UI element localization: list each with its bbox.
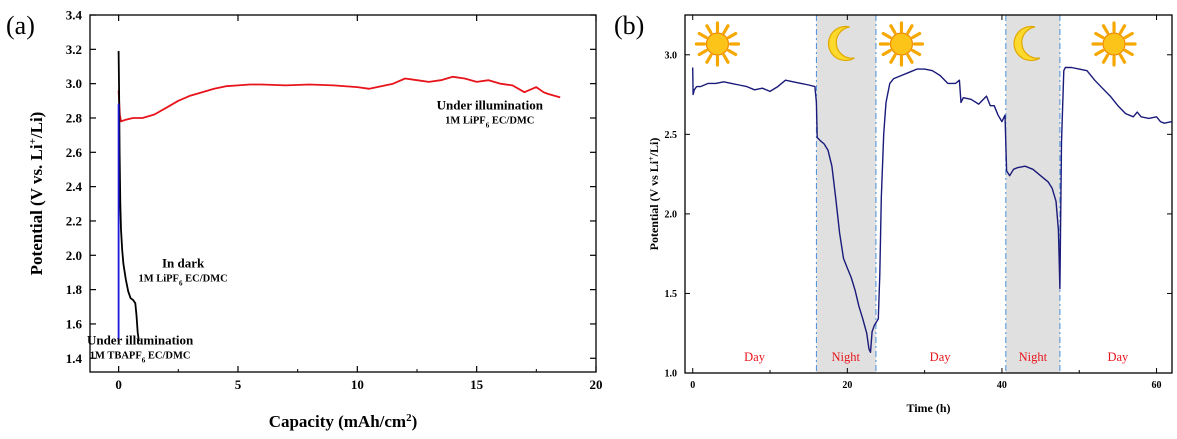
sun-ray xyxy=(906,24,914,35)
y-tick-label-a: 3.2 xyxy=(66,42,82,57)
night-bands xyxy=(815,15,1061,373)
y-tick-label-b: 3.0 xyxy=(665,50,678,61)
series-line-a xyxy=(117,50,140,342)
x-tick-label-a: 5 xyxy=(235,377,242,392)
y-tick-label-a: 2.2 xyxy=(66,213,82,228)
y-tick-label-a: 1.8 xyxy=(66,282,83,297)
y-tick-label-a: 2.4 xyxy=(66,179,83,194)
plot-frame-a xyxy=(89,14,597,373)
weather-icons xyxy=(694,21,1137,67)
y-tick-label-a: 2.6 xyxy=(66,145,83,160)
sun-ray xyxy=(705,53,713,64)
panel-label-b: (b) xyxy=(614,11,644,40)
x-tick-label-b: 40 xyxy=(997,380,1007,391)
sun-ray xyxy=(1101,24,1110,35)
period-labels: Day Night Day Night Day xyxy=(744,350,1129,364)
sun-ray xyxy=(906,53,914,64)
sun-ray xyxy=(697,48,708,57)
moon-icon xyxy=(1013,25,1041,62)
sun-icon xyxy=(694,21,741,67)
sun-ray xyxy=(1123,48,1134,57)
sun-ray xyxy=(727,31,738,40)
sun-ray xyxy=(727,48,738,57)
sun-ray xyxy=(1118,53,1127,64)
x-tick-label-a: 15 xyxy=(470,377,484,392)
y-tick-label-a: 3.0 xyxy=(66,76,82,91)
annotation-title: Under illumination xyxy=(437,97,544,112)
sun-disc xyxy=(705,32,730,56)
y-tick-label-a: 1.6 xyxy=(66,316,83,331)
y-tick-label-a: 2.8 xyxy=(66,110,83,125)
series-group-a xyxy=(117,50,561,342)
panel-label-a: (a) xyxy=(6,11,35,40)
annotation-electrolyte: 1M TBAPF6 EC/DMC xyxy=(90,351,191,365)
moon-crescent xyxy=(1013,25,1041,62)
annotation-title: In dark xyxy=(162,255,205,270)
period-label: Day xyxy=(930,350,952,364)
series-group-b xyxy=(692,66,1173,353)
sun-ray xyxy=(889,24,897,35)
sun-ray xyxy=(1118,24,1127,35)
sun-ray xyxy=(722,53,730,64)
x-tick-label-a: 10 xyxy=(351,377,364,392)
night-band xyxy=(816,15,876,373)
moon-icon xyxy=(827,25,855,62)
y-axis-label-a: Potential (V vs. Li+/Li) xyxy=(27,112,46,276)
x-tick-label-a: 0 xyxy=(115,377,122,392)
y-tick-label-a: 1.4 xyxy=(66,351,83,366)
series-line-b xyxy=(692,66,1173,353)
y-tick-label-a: 2.0 xyxy=(66,248,82,263)
series-line-a xyxy=(117,75,561,123)
sun-ray xyxy=(889,53,897,64)
period-label: Night xyxy=(832,350,861,364)
annotations-a: Under illumination 1M LiPF6 EC/DMC In dark… xyxy=(87,97,544,364)
sun-disc xyxy=(1102,32,1126,56)
chart-b: (b) 0 20 40 60 1.0 1.5 2.0 2.5 3.0 Day Night Day Ni… xyxy=(614,11,1173,415)
period-label: Day xyxy=(1107,350,1129,364)
sun-ray xyxy=(1094,48,1105,57)
sun-ray xyxy=(881,48,892,57)
x-axis-label-a: Capacity (mAh/cm2) xyxy=(269,412,418,431)
y-tick-label-b: 2.0 xyxy=(665,209,678,220)
sun-ray xyxy=(881,31,892,40)
y-tick-label-a: 3.4 xyxy=(66,8,83,23)
annotation-electrolyte: 1M LiPF6 EC/DMC xyxy=(445,115,534,129)
axes-b: 0 20 40 60 1.0 1.5 2.0 2.5 3.0 xyxy=(665,15,1172,391)
x-tick-label-a: 20 xyxy=(590,377,603,392)
x-tick-label-b: 60 xyxy=(1152,380,1162,391)
sun-ray xyxy=(722,24,730,35)
sun-ray xyxy=(911,48,922,57)
y-tick-label-b: 2.5 xyxy=(665,130,678,141)
sun-icon xyxy=(878,21,925,67)
sun-ray xyxy=(697,31,708,40)
annotation-title: Under illumination xyxy=(87,333,194,348)
y-axis-label-b: Potential (V vs Li+/Li) xyxy=(647,138,662,251)
sun-ray xyxy=(911,31,922,40)
axes-a: 0 5 10 15 20 1.4 1.6 1.8 2.0 2.2 2.4 2.6 2.8 3.0 3.2 3.… xyxy=(66,8,603,393)
period-label: Night xyxy=(1019,350,1048,364)
y-tick-label-b: 1.5 xyxy=(665,289,678,300)
sun-ray xyxy=(1123,31,1134,40)
sun-ray xyxy=(705,24,713,35)
plot-frame-b xyxy=(684,14,1173,374)
x-tick-label-b: 0 xyxy=(690,380,695,391)
moon-crescent xyxy=(827,25,855,62)
x-axis-label-b: Time (h) xyxy=(906,401,950,415)
sun-disc xyxy=(889,32,914,56)
sun-ray xyxy=(1094,31,1105,40)
period-label: Day xyxy=(744,350,766,364)
chart-a: (a) 0 5 10 15 20 1.4 1.6 1.8 2.0 2.2 2.4 2.6 2.8 3.0 3… xyxy=(6,8,603,432)
sun-icon xyxy=(1091,21,1137,67)
x-tick-label-b: 20 xyxy=(842,380,852,391)
y-tick-label-b: 1.0 xyxy=(665,369,678,380)
night-band xyxy=(1005,15,1060,373)
annotation-electrolyte: 1M LiPF6 EC/DMC xyxy=(138,273,227,287)
sun-ray xyxy=(1101,53,1110,64)
